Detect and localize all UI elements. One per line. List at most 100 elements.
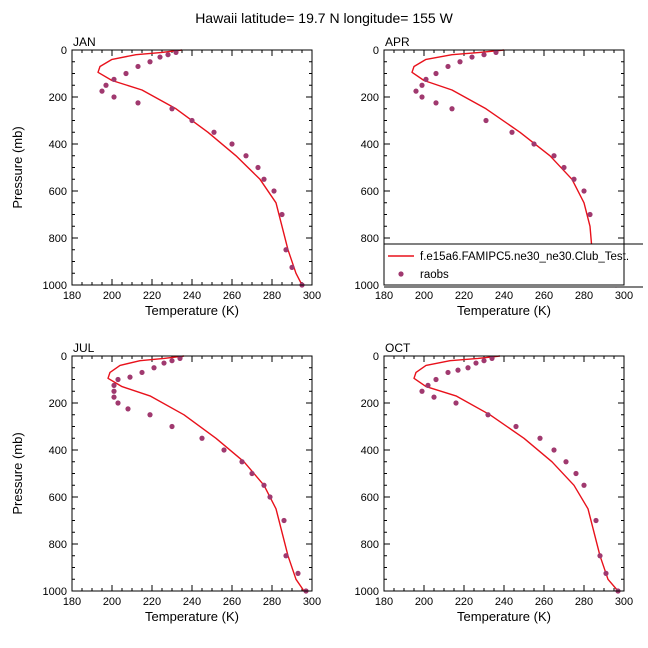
x-tick-label: 280 <box>263 596 281 608</box>
plot-frame-overlay <box>383 49 625 286</box>
model-profile-line <box>413 355 619 592</box>
raobs-point <box>229 141 235 147</box>
x-axis-label: Temperature (K) <box>457 609 551 624</box>
x-tick-label: 260 <box>535 290 553 302</box>
raobs-point <box>169 106 175 112</box>
raobs-point <box>419 388 425 394</box>
raobs-point <box>597 553 603 559</box>
raobs-point <box>111 382 117 388</box>
raobs-point <box>433 70 439 77</box>
y-tick-label: 1000 <box>355 280 379 292</box>
raobs-point <box>481 52 487 58</box>
x-tick-label: 240 <box>183 596 201 608</box>
raobs-point <box>111 394 117 400</box>
raobs-point <box>445 63 451 70</box>
model-profile-line <box>97 49 303 286</box>
legend-raobs-marker <box>398 271 404 277</box>
raobs-point <box>561 164 567 171</box>
raobs-point <box>111 388 117 394</box>
figure-title: Hawaii latitude= 19.7 N longitude= 155 W <box>195 10 453 26</box>
x-tick-label: 240 <box>183 290 201 302</box>
panel-title: JAN <box>73 35 96 49</box>
y-tick-label: 0 <box>373 351 379 363</box>
raobs-point <box>261 176 267 182</box>
raobs-point <box>531 141 537 147</box>
raobs-point <box>279 211 285 218</box>
x-tick-label: 280 <box>575 290 593 302</box>
x-tick-label: 180 <box>63 596 81 608</box>
raobs-point <box>147 412 153 418</box>
x-tick-label: 240 <box>495 596 513 608</box>
y-tick-label: 200 <box>361 92 379 104</box>
raobs-point <box>449 106 455 112</box>
raobs-point <box>111 76 117 82</box>
y-tick-label: 200 <box>361 398 379 410</box>
raobs-point <box>157 54 163 60</box>
raobs-point <box>433 376 439 383</box>
chart-panel-jan: JAN 180 200 220 240 260 280 300 0 200 400 600 800 100… <box>10 35 321 318</box>
raobs-point <box>563 459 569 465</box>
model-profile-line <box>411 49 615 286</box>
raobs-point <box>483 117 489 124</box>
raobs-point <box>271 188 277 194</box>
x-tick-label: 260 <box>223 290 241 302</box>
raobs-point <box>481 358 487 364</box>
raobs-point <box>593 517 599 524</box>
y-tick-label: 600 <box>49 492 67 504</box>
raobs-point <box>211 129 217 135</box>
raobs-point <box>571 176 577 182</box>
raobs-point <box>603 570 609 576</box>
raobs-point <box>419 82 425 88</box>
x-tick-label: 220 <box>455 596 473 608</box>
y-tick-label: 800 <box>49 539 67 551</box>
raobs-point <box>147 59 153 65</box>
panel-title: OCT <box>385 341 411 355</box>
x-tick-label: 280 <box>263 290 281 302</box>
x-tick-label: 300 <box>615 596 633 608</box>
y-tick-label: 800 <box>49 233 67 245</box>
raobs-point <box>423 76 429 82</box>
raobs-point <box>537 435 543 441</box>
plot-frame <box>383 355 625 592</box>
x-tick-label: 280 <box>575 596 593 608</box>
raobs-point <box>151 365 157 371</box>
raobs-point <box>111 94 117 100</box>
raobs-point <box>135 63 141 70</box>
chart-panel-jul: JUL 180 200 220 240 260 280 300 0 200 400 600 800 100… <box>10 341 321 624</box>
x-tick-label: 220 <box>143 290 161 302</box>
raobs-point <box>455 367 461 373</box>
raobs-point <box>473 360 479 366</box>
raobs-point <box>413 88 419 94</box>
raobs-point <box>125 406 131 412</box>
raobs-point <box>99 88 105 94</box>
raobs-point <box>431 394 437 400</box>
raobs-point <box>135 100 141 106</box>
raobs-point <box>261 482 267 488</box>
x-tick-label: 200 <box>415 290 433 302</box>
legend-model-label: f.e15a6.FAMIPC5.ne30_ne30.Club_Test. <box>420 251 629 263</box>
x-tick-label: 200 <box>415 596 433 608</box>
y-tick-label: 1000 <box>43 586 67 598</box>
panel-title: JUL <box>73 341 95 355</box>
x-tick-label: 260 <box>223 596 241 608</box>
raobs-point <box>115 400 121 406</box>
y-tick-label: 1000 <box>355 586 379 598</box>
legend-background <box>384 244 648 287</box>
raobs-point <box>123 70 129 77</box>
raobs-point <box>283 553 289 559</box>
y-axis-label: Pressure (mb) <box>10 126 25 208</box>
plot-frame <box>71 49 313 286</box>
raobs-point <box>551 153 557 159</box>
raobs-point <box>169 358 175 364</box>
raobs-point <box>425 382 431 388</box>
raobs-point <box>267 494 273 500</box>
raobs-point <box>173 49 179 55</box>
y-tick-label: 400 <box>361 445 379 457</box>
raobs-point <box>165 52 171 58</box>
raobs-point <box>457 59 463 65</box>
raobs-point <box>551 447 557 453</box>
y-tick-label: 400 <box>361 139 379 151</box>
model-profile-line <box>107 355 305 592</box>
x-tick-label: 240 <box>495 290 513 302</box>
